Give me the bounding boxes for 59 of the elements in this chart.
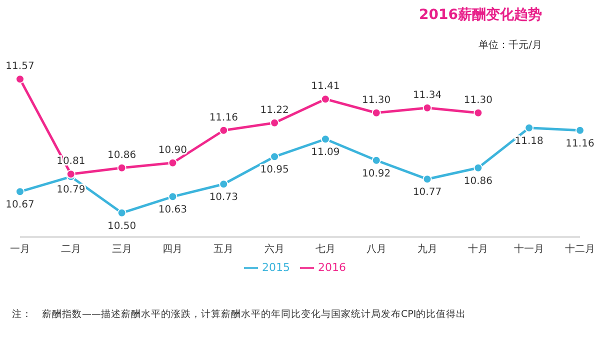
data-label: 11.34 — [412, 90, 442, 101]
data-label: 10.92 — [362, 168, 391, 180]
point — [320, 94, 330, 104]
point — [168, 158, 178, 168]
point — [422, 174, 432, 184]
data-label: 10.50 — [108, 220, 136, 232]
point — [576, 126, 584, 135]
data-label: 11.18 — [514, 136, 544, 147]
data-label: 10.73 — [209, 192, 238, 204]
point — [16, 74, 24, 84]
data-label: 10.86 — [464, 176, 492, 187]
legend-label: 2015 — [262, 261, 290, 274]
data-label: 10.90 — [158, 144, 188, 156]
data-label: 11.57 — [6, 61, 34, 72]
x-tick-label: 十一月 — [514, 243, 544, 256]
x-tick-label: 三月 — [112, 244, 132, 256]
data-label: 11.22 — [260, 104, 289, 116]
data-label: 10.86 — [108, 150, 136, 161]
data-label: 10.63 — [158, 204, 188, 216]
x-tick-label: 十二月 — [565, 243, 595, 256]
x-tick-label: 二月 — [60, 244, 81, 256]
point — [117, 208, 126, 218]
point — [168, 192, 178, 202]
x-tick-label: 八月 — [366, 244, 386, 256]
legend-label: 2016 — [318, 261, 346, 274]
point — [219, 126, 228, 135]
data-label: 10.67 — [6, 200, 34, 211]
data-label: 11.30 — [362, 94, 391, 106]
point — [219, 180, 228, 189]
point — [474, 163, 483, 172]
data-label: 10.95 — [260, 164, 289, 176]
data-label: 11.30 — [464, 94, 492, 106]
point — [270, 152, 280, 162]
point — [372, 156, 381, 165]
data-label: 11.16 — [566, 138, 594, 150]
data-label: 10.77 — [412, 187, 442, 198]
point — [474, 108, 483, 118]
data-label: 11.09 — [311, 147, 340, 158]
data-label: 11.16 — [209, 112, 238, 124]
point — [372, 108, 381, 118]
data-label: 11.41 — [311, 81, 340, 92]
chart-title: 2016薪酬变化趋势 — [419, 6, 542, 24]
x-tick-label: 一月 — [10, 244, 30, 256]
x-tick-label: 十月 — [468, 243, 488, 256]
chart-subtitle: 单位：千元/月 — [478, 38, 542, 52]
x-tick-label: 五月 — [214, 244, 234, 256]
text: 注： 薪酬指数——描述薪酬水平的涨跌，计算薪酬水平的年同比变化与国家统计局发布CPI的比值得出 — [12, 308, 466, 321]
point — [422, 103, 432, 112]
x-tick-label: 九月 — [417, 243, 438, 256]
x-tick-label: 四月 — [162, 244, 183, 256]
point — [524, 123, 534, 132]
point — [117, 163, 126, 172]
point — [66, 170, 76, 179]
x-tick-label: 六月 — [264, 243, 285, 256]
point — [270, 118, 280, 128]
x-tick-label: 七月 — [315, 243, 336, 256]
point — [320, 134, 330, 144]
data-label: 10.79 — [56, 184, 86, 196]
point — [16, 187, 24, 196]
